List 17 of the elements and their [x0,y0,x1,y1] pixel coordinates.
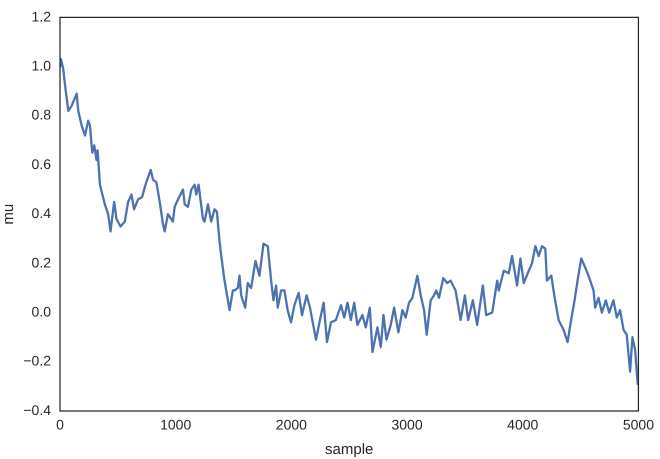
y-tick-label: 0.2 [32,254,52,270]
y-tick-label: 1.2 [32,8,52,24]
y-axis-title: mu [0,204,18,225]
y-tick-label: −0.2 [23,352,52,369]
y-tick-label: −0.4 [23,402,52,418]
y-tick-label: 0.6 [32,156,52,172]
x-tick-label: 5000 [622,416,654,432]
y-tick-label: 0.8 [32,106,52,123]
x-tick-label: 3000 [391,416,423,432]
y-tick-label: 0.0 [32,303,52,320]
x-tick-label: 1000 [160,416,192,432]
x-axis-title: sample [325,441,374,458]
x-tick-label: 2000 [276,416,308,432]
y-tick-label: 1.0 [32,57,52,74]
x-tick-label: 0 [56,416,64,432]
x-tick-label: 4000 [507,416,539,432]
y-tick-label: 0.4 [32,205,52,222]
